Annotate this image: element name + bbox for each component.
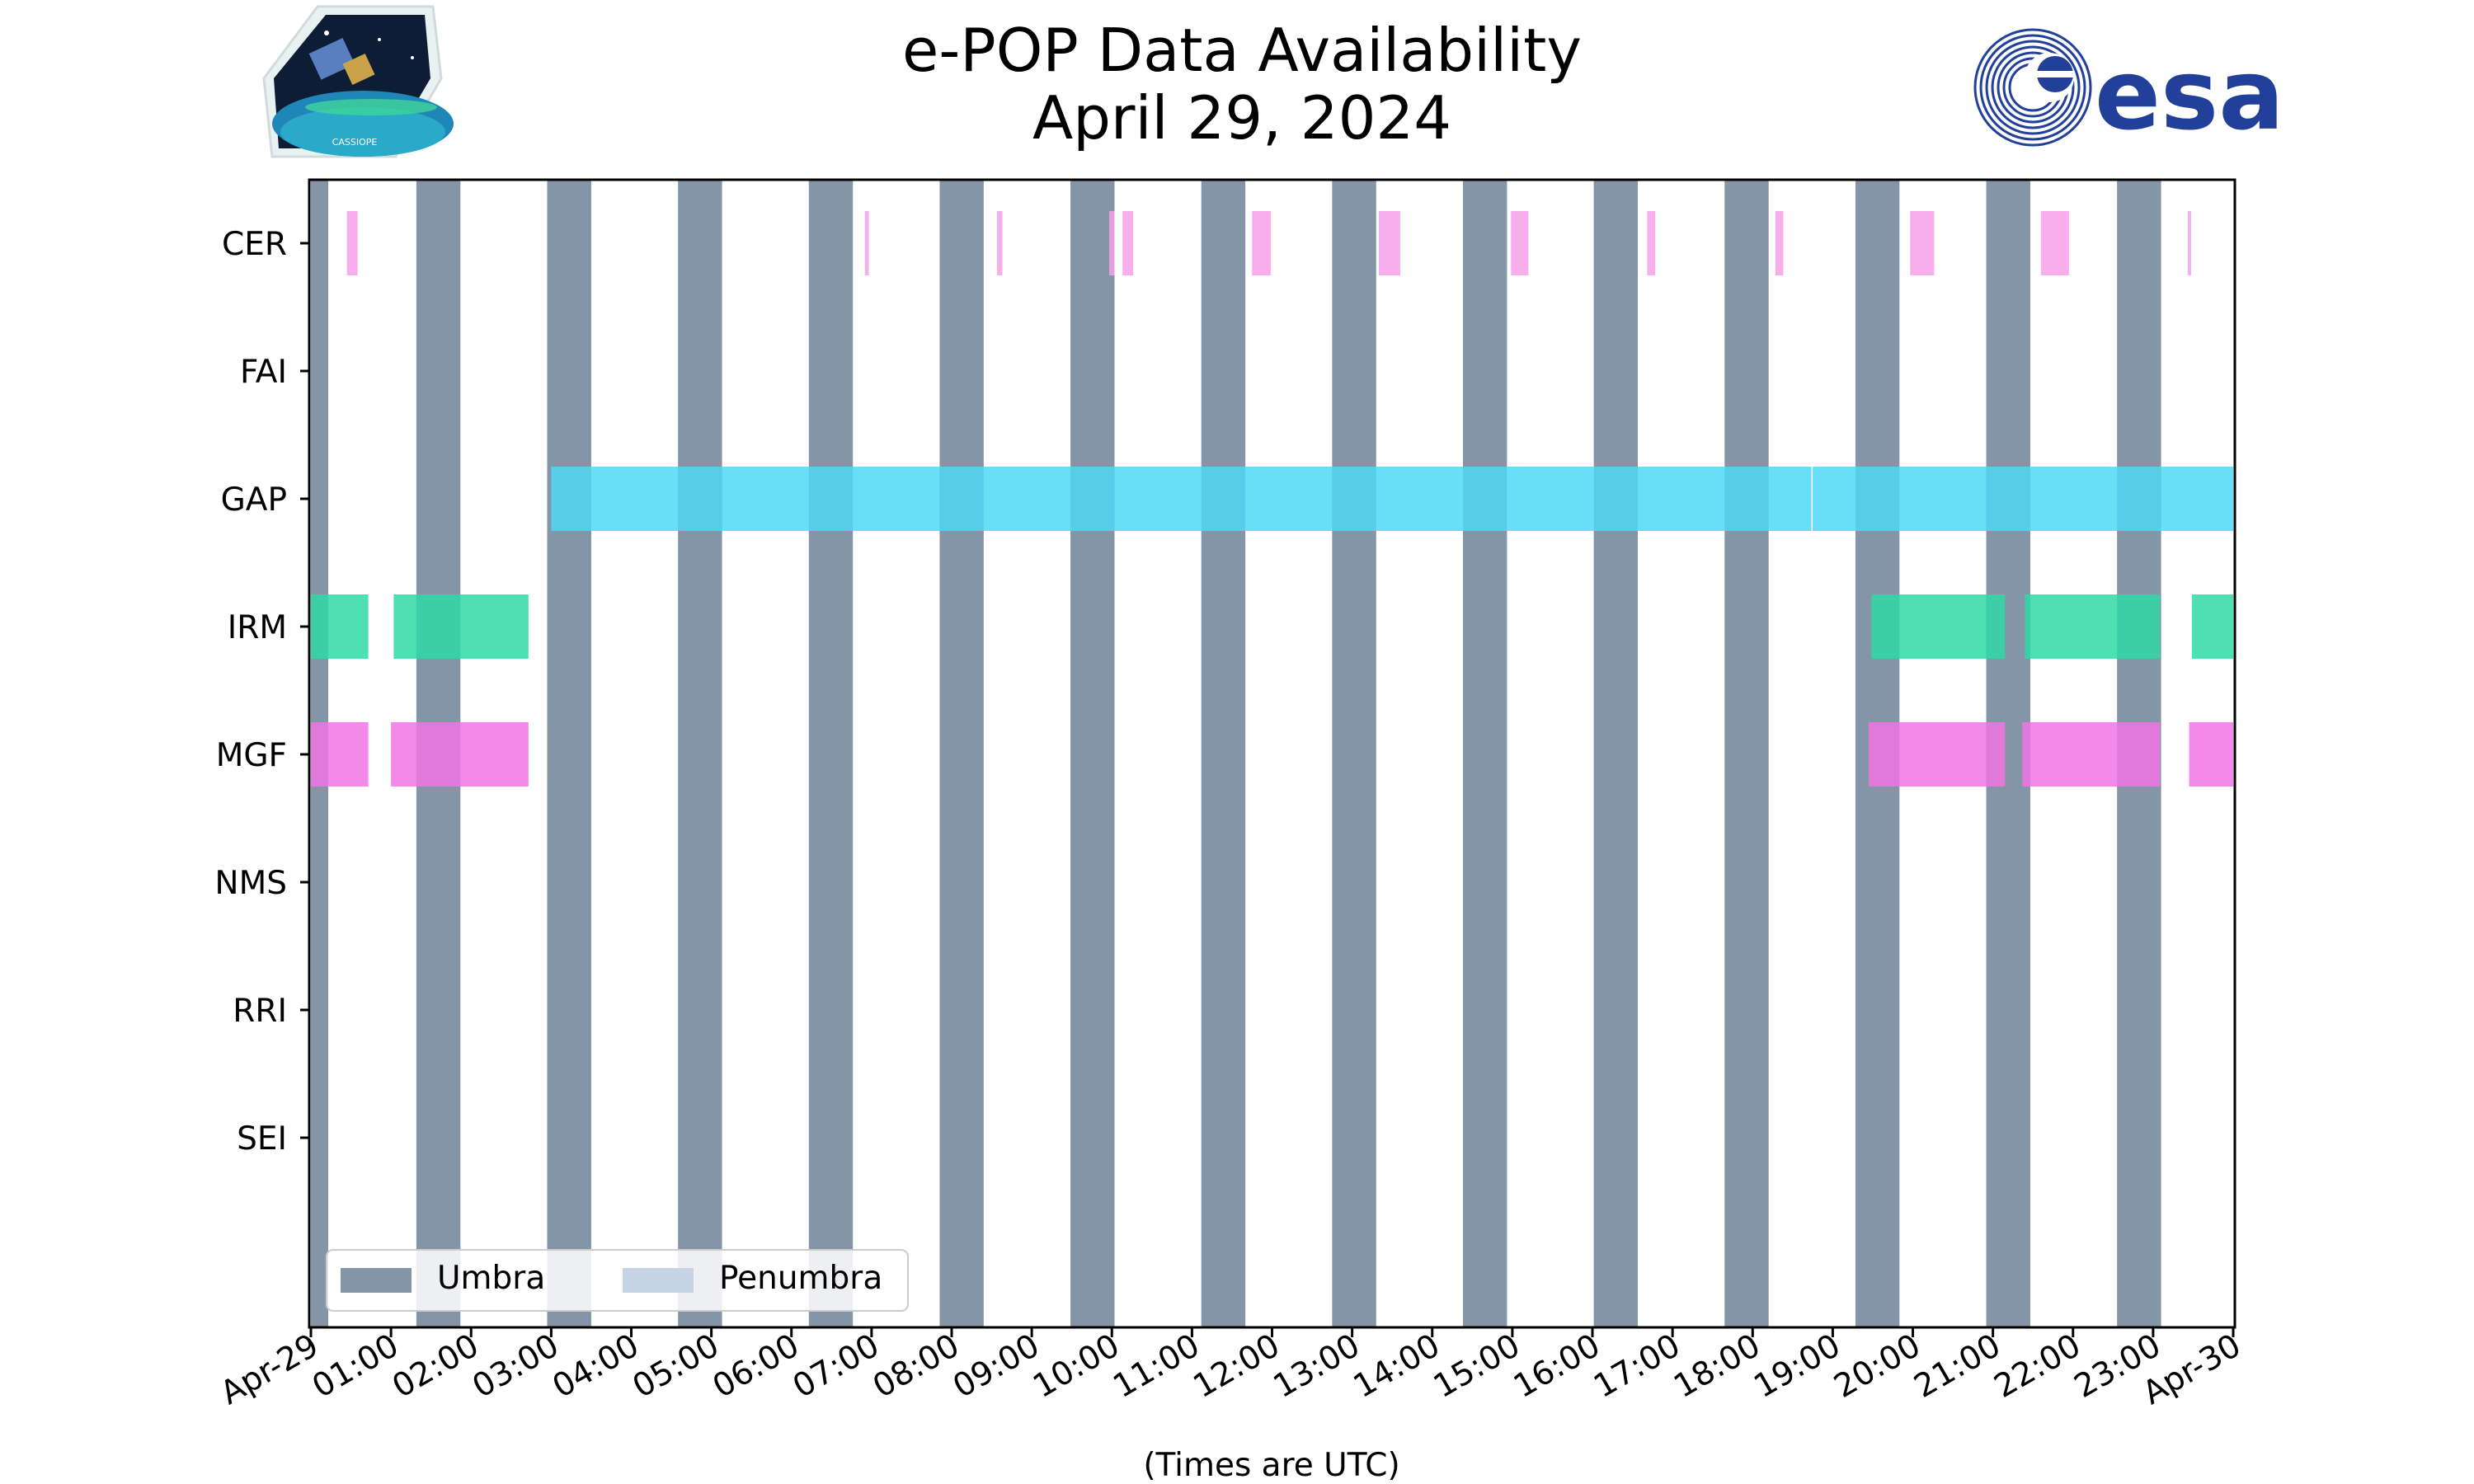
x-tick-label-1: 01:00 xyxy=(306,1327,405,1406)
y-tick-label-cer: CER xyxy=(222,226,287,263)
y-tick-label-sei: SEI xyxy=(237,1120,287,1158)
x-tick-label-16: 16:00 xyxy=(1507,1327,1606,1406)
legend-box xyxy=(326,1249,909,1312)
chart-title: e-POP Data Availability xyxy=(902,16,1582,85)
esa-wordmark: esa xyxy=(2095,38,2284,152)
umbra-band-3 xyxy=(678,180,722,1327)
bar-cer-2 xyxy=(997,211,1003,275)
umbra-band-6 xyxy=(1070,180,1115,1327)
bar-cer-7 xyxy=(1511,211,1529,275)
bar-cer-10 xyxy=(1910,211,1935,275)
bar-cer-11 xyxy=(2040,211,2069,275)
bar-cer-3 xyxy=(1109,211,1115,275)
bar-mgf-4 xyxy=(2189,722,2233,787)
x-tick-label-3: 03:00 xyxy=(467,1327,566,1406)
esa-emblem xyxy=(1973,28,2092,147)
x-tick-label-13: 13:00 xyxy=(1268,1327,1366,1406)
x-tick-label-21: 21:00 xyxy=(1908,1327,2007,1406)
bar-irm-2 xyxy=(1871,594,2006,659)
legend-swatch-umbra xyxy=(341,1268,412,1293)
x-tick-label-22: 22:00 xyxy=(1988,1327,2087,1406)
bar-cer-4 xyxy=(1122,211,1134,275)
x-tick-label-2: 02:00 xyxy=(386,1327,485,1406)
cassiope-logo: CASSIOPE xyxy=(262,5,454,158)
x-tick-label-18: 18:00 xyxy=(1667,1327,1766,1406)
y-tick-label-irm: IRM xyxy=(228,609,287,646)
bar-cer-9 xyxy=(1775,211,1784,275)
legend-swatch-penumbra xyxy=(623,1268,694,1293)
bar-mgf-0 xyxy=(311,722,369,787)
bar-mgf-3 xyxy=(2022,722,2160,787)
bar-cer-12 xyxy=(2187,211,2191,275)
x-tick-label-12: 12:00 xyxy=(1188,1327,1286,1406)
x-tick-label-15: 15:00 xyxy=(1427,1327,1526,1406)
y-tick-label-rri: RRI xyxy=(233,993,287,1030)
umbra-band-5 xyxy=(939,180,984,1327)
bar-cer-1 xyxy=(864,211,869,275)
x-axis: Apr-2901:0002:0003:0004:0005:0006:0007:0… xyxy=(214,1327,2247,1412)
legend-label-penumbra: Penumbra xyxy=(719,1260,882,1297)
x-tick-label-11: 11:00 xyxy=(1108,1327,1206,1406)
umbra-band-2 xyxy=(547,180,591,1327)
bar-irm-1 xyxy=(393,594,529,659)
bar-gap-1 xyxy=(1813,467,2233,531)
y-axis: CER FAI GAP IRM MGF NMS RRI SEI xyxy=(214,226,309,1158)
x-tick-label-17: 17:00 xyxy=(1587,1327,1686,1406)
bar-cer-6 xyxy=(1379,211,1400,275)
logo-left-text: CASSIOPE xyxy=(332,137,378,148)
umbra-band-8 xyxy=(1332,180,1376,1327)
umbra-band-7 xyxy=(1201,180,1246,1327)
bar-mgf-1 xyxy=(391,722,529,787)
x-tick-label-4: 04:00 xyxy=(547,1327,646,1406)
x-tick-label-8: 08:00 xyxy=(867,1327,966,1406)
umbra-band-10 xyxy=(1593,180,1639,1327)
bar-gap-0 xyxy=(551,467,1812,531)
legend-label-umbra: Umbra xyxy=(437,1260,545,1297)
bar-irm-4 xyxy=(2191,594,2233,659)
x-tick-label-19: 19:00 xyxy=(1748,1327,1847,1406)
y-tick-label-gap: GAP xyxy=(221,481,287,519)
bar-cer-5 xyxy=(1252,211,1271,275)
x-tick-label-9: 09:00 xyxy=(947,1327,1046,1406)
x-tick-label-6: 06:00 xyxy=(707,1327,806,1406)
y-tick-label-mgf: MGF xyxy=(216,737,287,774)
x-tick-label-7: 07:00 xyxy=(787,1327,886,1406)
legend: Umbra Penumbra xyxy=(326,1249,909,1312)
x-axis-label: (Times are UTC) xyxy=(1143,1447,1399,1484)
x-tick-label-10: 10:00 xyxy=(1027,1327,1126,1406)
umbra-band-4 xyxy=(808,180,854,1327)
bar-cer-0 xyxy=(346,211,358,275)
bar-irm-0 xyxy=(311,594,369,659)
bar-irm-3 xyxy=(2025,594,2160,659)
x-tick-label-0: Apr-29 xyxy=(214,1327,325,1412)
umbra-band-9 xyxy=(1462,180,1507,1327)
data-bars-layer xyxy=(311,211,2233,787)
bar-cer-8 xyxy=(1647,211,1656,275)
bar-mgf-2 xyxy=(1869,722,2006,787)
umbra-band-11 xyxy=(1724,180,1769,1327)
x-tick-label-5: 05:00 xyxy=(627,1327,726,1406)
y-tick-label-fai: FAI xyxy=(240,354,287,391)
y-tick-label-nms: NMS xyxy=(214,865,287,902)
x-tick-label-14: 14:00 xyxy=(1348,1327,1446,1406)
x-tick-label-20: 20:00 xyxy=(1828,1327,1927,1406)
chart-subtitle: April 29, 2024 xyxy=(1032,83,1451,153)
esa-logo: esa xyxy=(1973,28,2284,152)
umbra-layer xyxy=(311,180,2161,1327)
